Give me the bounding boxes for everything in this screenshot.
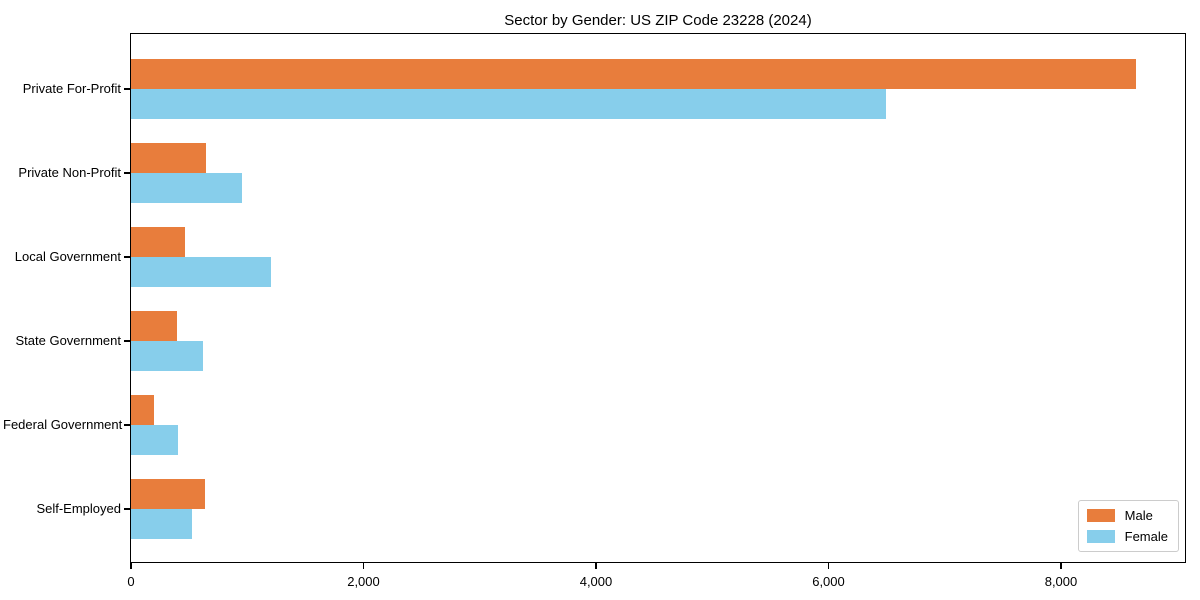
bar-male-local-government: [131, 227, 186, 257]
bar-male-state-government: [131, 311, 177, 341]
legend-swatch-female: [1086, 530, 1115, 543]
y-axis-label-private-for-profit: Private For-Profit: [22, 81, 121, 96]
bar-female-self-employed: [131, 509, 192, 539]
y-axis-label-federal-government: Federal Government: [3, 417, 123, 432]
bar-male-private-non-profit: [131, 143, 206, 173]
legend: Male Female: [1077, 500, 1179, 552]
y-axis-tick: [124, 508, 131, 510]
y-axis-tick: [124, 424, 131, 426]
y-axis-tick: [124, 88, 131, 90]
y-axis-label-private-non-profit: Private Non-Profit: [18, 165, 121, 180]
bar-male-private-for-profit: [131, 59, 1136, 89]
legend-entry-male: Male: [1086, 508, 1168, 523]
x-axis-label-0: 0: [127, 574, 135, 589]
x-axis-tick: [130, 562, 132, 569]
y-axis-label-self-employed: Self-Employed: [36, 501, 121, 516]
legend-swatch-male: [1086, 509, 1115, 522]
bar-female-federal-government: [131, 425, 179, 455]
bar-female-private-for-profit: [131, 89, 886, 119]
legend-label-male: Male: [1124, 508, 1153, 523]
bar-male-self-employed: [131, 479, 206, 509]
x-axis-tick: [362, 562, 365, 569]
x-axis-label-2-000: 2,000: [347, 574, 380, 589]
bar-male-federal-government: [131, 395, 155, 425]
bar-female-private-non-profit: [131, 173, 242, 203]
y-axis-label-local-government: Local Government: [14, 249, 121, 264]
bar-female-local-government: [131, 257, 272, 287]
bar-female-state-government: [131, 341, 204, 371]
y-axis-tick: [124, 172, 131, 174]
x-axis-label-4-000: 4,000: [579, 574, 613, 589]
y-axis-label-state-government: State Government: [15, 333, 122, 348]
x-axis-tick: [1060, 562, 1062, 569]
x-axis-tick: [827, 562, 830, 569]
y-axis-tick: [124, 256, 131, 258]
chart-title: Sector by Gender: US ZIP Code 23228 (202…: [504, 12, 812, 29]
x-axis-tick: [595, 562, 597, 569]
legend-entry-female: Female: [1086, 529, 1168, 544]
x-axis-label-6-000: 6,000: [812, 574, 845, 589]
x-axis-label-8-000: 8,000: [1044, 574, 1078, 589]
y-axis-tick: [124, 340, 131, 342]
legend-label-female: Female: [1124, 529, 1168, 544]
plot-area: Male Female Private For-Profit Private Non…: [3, 33, 1186, 589]
